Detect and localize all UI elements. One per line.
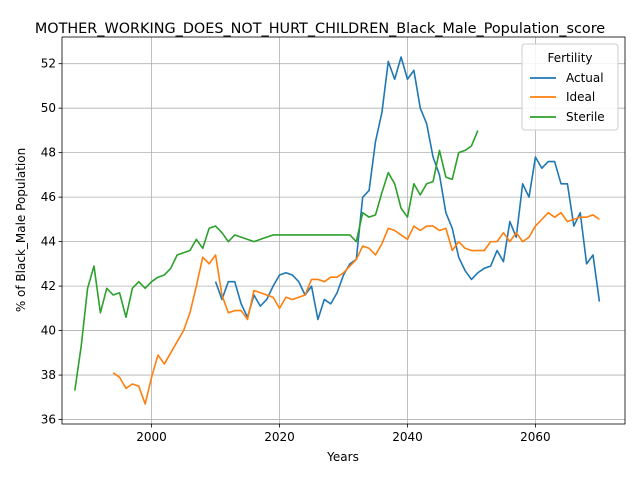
chart-title: MOTHER_WORKING_DOES_NOT_HURT_CHILDREN_Bl…	[35, 21, 605, 37]
x-axis-label: Years	[326, 450, 359, 464]
x-tick-label: 2040	[392, 430, 423, 444]
x-tick-label: 2000	[136, 430, 167, 444]
y-tick-label: 50	[41, 101, 56, 115]
y-tick-label: 46	[41, 190, 56, 204]
y-axis: 36 38 40 42 44 46 48 50 52	[41, 57, 62, 427]
series-lines	[74, 56, 601, 405]
y-tick-label: 44	[41, 235, 56, 249]
y-tick-label: 36	[41, 413, 56, 427]
x-tick-label: 2020	[264, 430, 295, 444]
y-tick-label: 38	[41, 368, 56, 382]
plot-frame	[61, 36, 626, 425]
legend-label-ideal: Ideal	[566, 90, 595, 104]
x-axis: 2000 2020 2040 2060	[136, 424, 551, 444]
legend-label-actual: Actual	[566, 71, 604, 85]
series-line-actual	[214, 56, 601, 321]
legend: Fertility Actual Ideal Sterile	[521, 43, 619, 131]
legend-label-sterile: Sterile	[566, 110, 605, 124]
y-tick-label: 40	[41, 324, 56, 338]
y-tick-label: 52	[41, 57, 56, 71]
legend-title: Fertility	[547, 51, 592, 65]
legend-box	[521, 43, 619, 131]
y-axis-label: % of Black_Male Population	[14, 148, 28, 312]
series-line-sterile	[74, 130, 479, 391]
y-tick-label: 48	[41, 146, 56, 160]
x-tick-label: 2060	[520, 430, 551, 444]
series-line-ideal	[112, 211, 600, 405]
y-tick-label: 42	[41, 279, 56, 293]
